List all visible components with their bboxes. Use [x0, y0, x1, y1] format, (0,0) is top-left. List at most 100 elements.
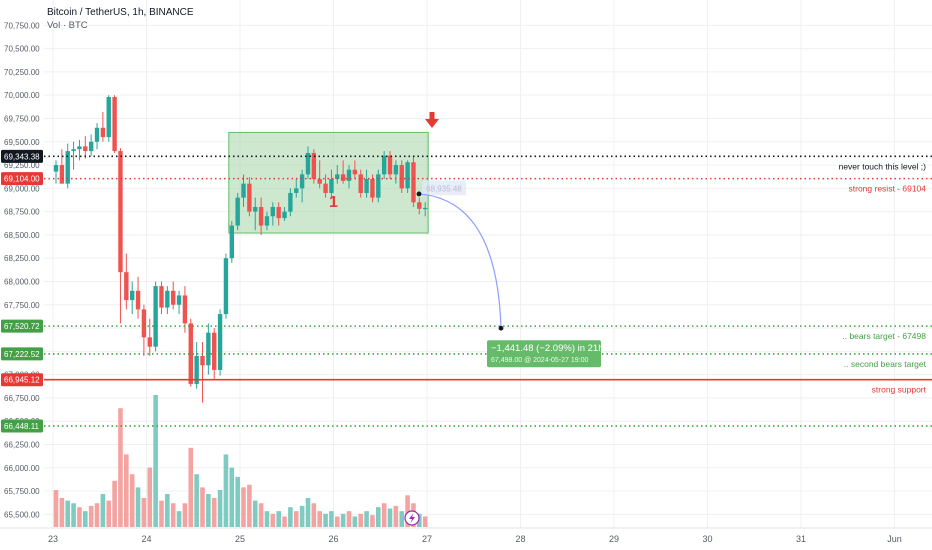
volume-bar: [147, 467, 153, 527]
level-price-tag: [1, 373, 43, 387]
y-tick-label: 68,500.00: [4, 231, 40, 240]
volume-bar: [364, 511, 369, 527]
candle-body: [124, 272, 129, 301]
volume-bar: [258, 503, 264, 527]
volume-bar: [153, 395, 158, 527]
candle-body: [352, 169, 358, 175]
volume-bar: [188, 447, 194, 527]
candle-body: [241, 183, 246, 198]
volume-bar: [252, 500, 258, 527]
volume-bar: [170, 503, 176, 527]
volume-bar: [129, 474, 135, 527]
candle-body: [393, 165, 399, 175]
volume-bar: [323, 513, 328, 527]
x-tick-label: 26: [328, 534, 338, 544]
volume-bar: [124, 454, 129, 527]
candle-body: [405, 162, 410, 189]
down-arrow-icon: [425, 119, 439, 128]
candle-body: [381, 155, 387, 175]
volume-bar: [334, 516, 340, 527]
projection-start-point: [416, 191, 422, 197]
candle-body: [364, 179, 369, 193]
volume-bar: [176, 511, 182, 527]
x-tick-label: 25: [235, 534, 245, 544]
volume-bar: [94, 503, 100, 527]
y-tick-label: 69,500.00: [4, 138, 40, 147]
box-price-tag: [422, 180, 467, 196]
candle-body: [106, 97, 111, 138]
volume-bar: [422, 516, 428, 527]
down-arrow-shaft: [429, 112, 435, 120]
volume-bar: [340, 513, 346, 527]
volume-bar: [229, 467, 235, 527]
volume-bar: [223, 454, 229, 527]
volume-bar: [59, 497, 65, 527]
candle-body: [135, 290, 141, 310]
candle-body: [217, 314, 223, 370]
volume-bar: [282, 516, 287, 527]
candle-body: [247, 183, 252, 212]
level-price-tag: [1, 419, 43, 433]
level-price-label: 67,520.72: [4, 322, 40, 331]
candle-body: [399, 165, 404, 189]
consolidation-box: [228, 131, 429, 234]
volume-bar: [270, 513, 276, 527]
candle-body: [223, 258, 229, 315]
candle-body: [88, 141, 94, 152]
candle-body: [100, 127, 106, 138]
y-tick-label: 69,750.00: [4, 114, 40, 123]
volume-bar: [264, 511, 270, 527]
volume-bar: [247, 484, 252, 527]
volume-bar: [405, 495, 410, 527]
volume-bar: [358, 513, 364, 527]
level-price-label: 69,104.00: [4, 175, 40, 184]
x-tick-label: 23: [48, 534, 58, 544]
candle-body: [417, 202, 422, 209]
level-label: .. second bears target: [844, 359, 927, 369]
candle-body: [376, 174, 381, 198]
volume-bar: [305, 497, 311, 527]
y-tick-label: 65,750.00: [4, 487, 40, 496]
volume-bar: [77, 507, 82, 527]
volume-bar: [387, 508, 393, 527]
volume-bar: [293, 511, 299, 527]
candle-body: [53, 165, 59, 172]
level-price-label: 66,448.11: [4, 422, 40, 431]
y-tick-label: 69,250.00: [4, 161, 40, 170]
candle-body: [270, 206, 276, 217]
candle-body: [422, 207, 428, 210]
candle-body: [153, 286, 158, 347]
candle-body: [71, 149, 76, 152]
volume-bar: [141, 497, 147, 527]
candle-body: [282, 211, 287, 219]
candle-body: [194, 355, 199, 384]
candle-body: [264, 216, 270, 226]
candle-body: [323, 183, 328, 193]
candle-body: [94, 127, 100, 142]
volume-bar: [200, 487, 205, 527]
candle-body: [141, 309, 147, 338]
candle-body: [346, 169, 352, 181]
candle-body: [253, 206, 258, 212]
candle-body: [59, 165, 65, 184]
volume-bar: [65, 500, 71, 527]
volume-bar: [71, 503, 76, 527]
x-tick-label: 27: [422, 534, 432, 544]
x-tick-label: 31: [796, 534, 806, 544]
candle-body: [358, 174, 363, 193]
candle-body: [294, 188, 299, 193]
projection-label: −1,441.48 (−2.09%) in 21h: [491, 343, 604, 354]
candle-body: [176, 295, 182, 305]
y-tick-label: 66,250.00: [4, 440, 40, 449]
x-tick-label: 24: [141, 534, 151, 544]
candle-body: [235, 197, 240, 226]
level-price-label: 69,343.38: [4, 152, 40, 161]
candle-body: [329, 179, 334, 193]
candle-body: [77, 146, 82, 150]
volume-bar: [194, 474, 199, 527]
volume-bar: [182, 503, 188, 527]
candle-body: [165, 290, 170, 308]
volume-label: Vol · BTC: [47, 20, 88, 31]
volume-bar: [135, 487, 141, 527]
